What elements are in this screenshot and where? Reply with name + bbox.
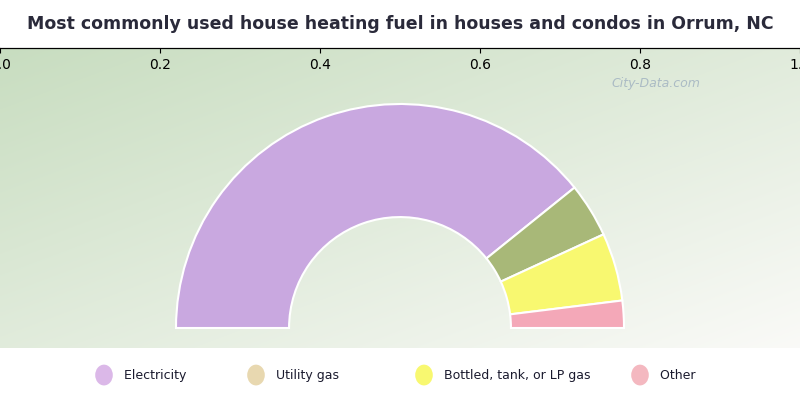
Wedge shape	[510, 300, 624, 328]
Text: Bottled, tank, or LP gas: Bottled, tank, or LP gas	[436, 368, 590, 382]
Ellipse shape	[415, 365, 433, 386]
Ellipse shape	[631, 365, 649, 386]
Ellipse shape	[247, 365, 265, 386]
Wedge shape	[176, 104, 574, 328]
Text: Most commonly used house heating fuel in houses and condos in Orrum, NC: Most commonly used house heating fuel in…	[26, 15, 774, 33]
Ellipse shape	[95, 365, 113, 386]
Wedge shape	[501, 234, 622, 314]
Wedge shape	[486, 188, 603, 282]
Text: Other: Other	[652, 368, 695, 382]
Text: Utility gas: Utility gas	[268, 368, 339, 382]
Text: Electricity: Electricity	[116, 368, 186, 382]
Text: City-Data.com: City-Data.com	[611, 78, 701, 90]
